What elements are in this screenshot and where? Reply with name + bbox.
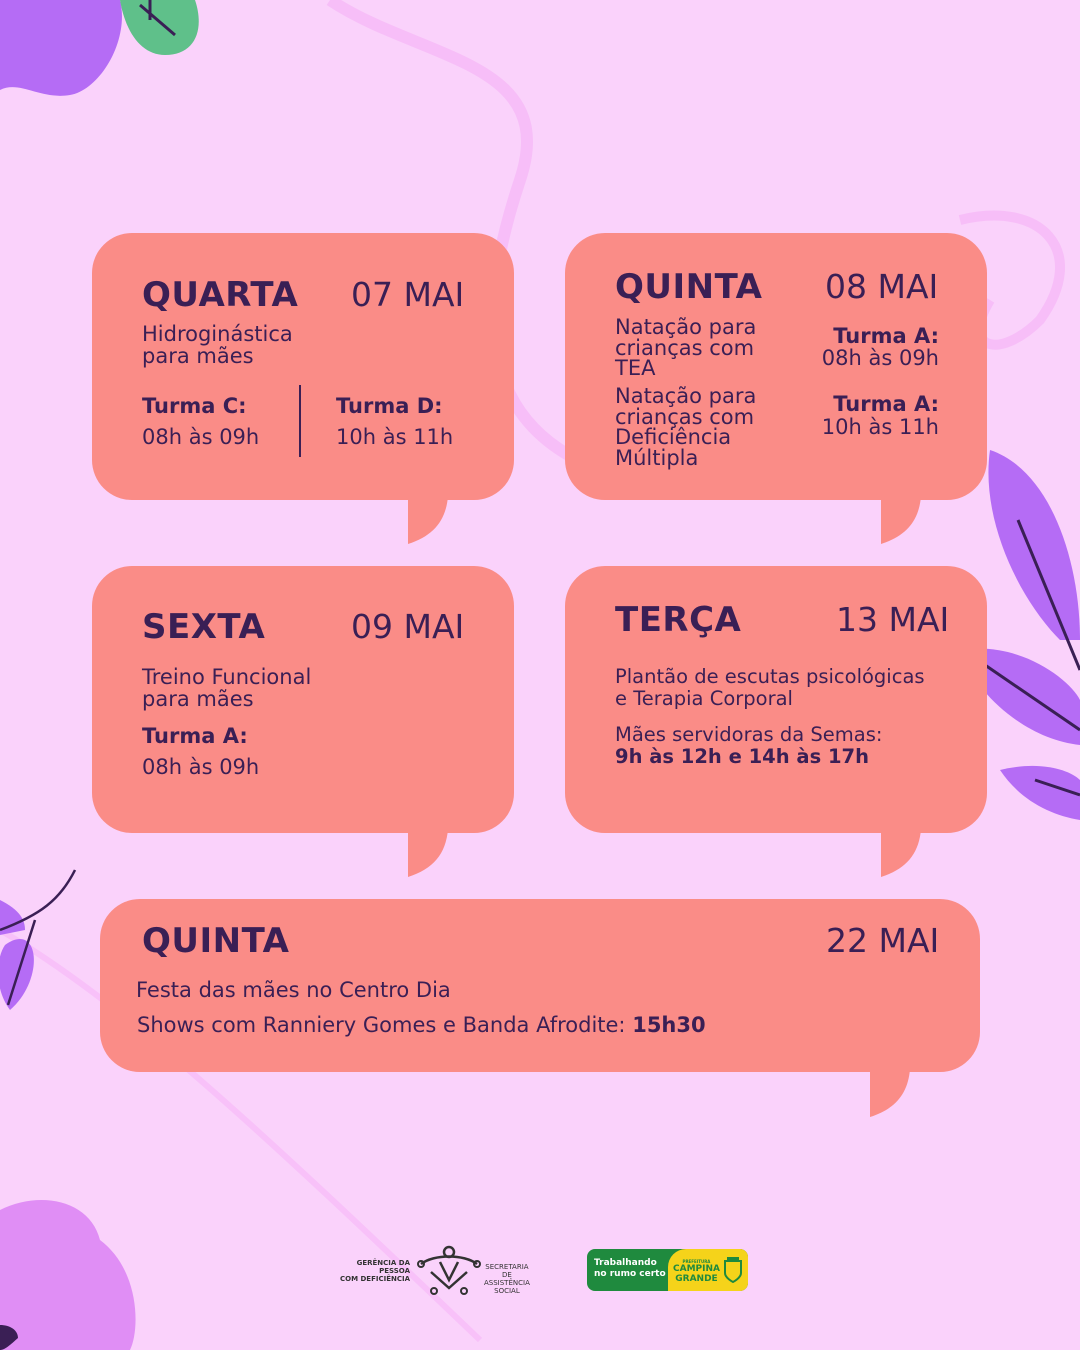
city-crest-icon — [724, 1257, 742, 1283]
audience-label: Mães servidoras da Semas: — [615, 723, 883, 746]
schedule-card-quinta-22: QUINTA 22 MAI Festa das mães no Centro D… — [100, 899, 980, 1117]
group-label: Turma A: — [833, 392, 939, 416]
accessibility-logo-icon — [417, 1245, 481, 1295]
activity-title: Treino Funcional para mães — [142, 665, 312, 711]
date-label: 08 MAI — [825, 267, 939, 306]
day-label: QUINTA — [615, 267, 763, 307]
flower-bottom-left-icon — [0, 1200, 136, 1350]
slogan-text: Trabalhando no rumo certo — [594, 1258, 666, 1279]
group-label-c: Turma C: — [142, 394, 247, 418]
activity-title-multipla: Natação para crianças com Deficiência Mú… — [615, 384, 757, 470]
date-label: 13 MAI — [836, 600, 950, 639]
group-time: 10h às 11h — [821, 415, 939, 439]
group-time: 08h às 09h — [142, 755, 260, 779]
group-label-d: Turma D: — [336, 394, 443, 418]
day-label: SEXTA — [142, 607, 266, 647]
event-line-1: Festa das mães no Centro Dia — [136, 978, 451, 1002]
date-label: 22 MAI — [826, 921, 940, 960]
flower-top-left-icon — [0, 0, 199, 96]
leaves-right-icon — [958, 450, 1080, 820]
secretaria-label: SECRETARIA DE ASSISTÊNCIA SOCIAL — [484, 1263, 530, 1295]
day-label: QUINTA — [142, 921, 290, 961]
activity-title-tea: Natação para crianças com TEA — [615, 315, 757, 380]
activity-title: Plantão de escutas psicológicas e Terapi… — [615, 665, 925, 710]
leaves-left-icon — [0, 869, 77, 1010]
activity-title: Hidroginástica para mães — [142, 322, 293, 368]
date-label: 07 MAI — [351, 275, 465, 314]
date-label: 09 MAI — [351, 607, 465, 646]
day-label: TERÇA — [615, 600, 742, 640]
divider — [299, 385, 301, 457]
schedule-card-quinta-08: QUINTA 08 MAI Natação para crianças com … — [565, 233, 987, 544]
schedule-card-sexta: SEXTA 09 MAI Treino Funcional para mães … — [92, 566, 514, 877]
schedule-card-quarta: QUARTA 07 MAI Hidroginástica para mães T… — [92, 233, 514, 544]
day-label: QUARTA — [142, 275, 299, 315]
gerencia-label: GERÊNCIA DA PESSOA COM DEFICIÊNCIA — [339, 1259, 410, 1283]
campina-grande-logo: Trabalhando no rumo certo PREFEITURA CAM… — [587, 1249, 748, 1291]
session-time: 9h às 12h e 14h às 17h — [615, 745, 869, 768]
schedule-card-terca: TERÇA 13 MAI Plantão de escutas psicológ… — [565, 566, 987, 877]
group-time-c: 08h às 09h — [142, 425, 260, 449]
group-time: 08h às 09h — [821, 346, 939, 370]
group-time-d: 10h às 11h — [336, 425, 454, 449]
prefeitura-text: PREFEITURA CAMPINA GRANDE — [673, 1259, 720, 1284]
group-label: Turma A: — [833, 324, 939, 348]
group-label: Turma A: — [142, 724, 248, 748]
event-line-2: Shows com Ranniery Gomes e Banda Afrodit… — [137, 1013, 706, 1037]
